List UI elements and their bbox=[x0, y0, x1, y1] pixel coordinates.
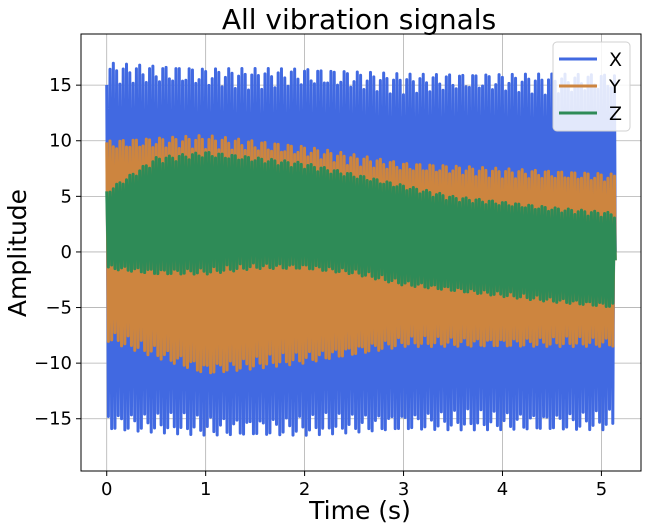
x-tick-label: 3 bbox=[398, 479, 409, 500]
y-axis: −15 −10 −5 0 5 10 15 bbox=[34, 75, 81, 430]
x-tick-label: 4 bbox=[497, 479, 508, 500]
series-line-z bbox=[105, 151, 617, 308]
legend-label-z: Z bbox=[609, 103, 622, 125]
y-tick-label: 0 bbox=[61, 242, 72, 263]
x-tick-label: 2 bbox=[299, 479, 310, 500]
plot-area bbox=[105, 61, 617, 437]
legend-label-y: Y bbox=[608, 76, 621, 98]
x-tick-label: 5 bbox=[596, 479, 607, 500]
y-axis-label: Amplitude bbox=[3, 189, 32, 317]
x-axis-label: Time (s) bbox=[308, 496, 411, 525]
y-tick-label: −10 bbox=[34, 353, 72, 374]
y-tick-label: −5 bbox=[45, 298, 72, 319]
plot-frame bbox=[80, 33, 642, 472]
legend: XYZ bbox=[552, 41, 631, 132]
legend-label-x: X bbox=[609, 49, 622, 71]
x-axis: 0 1 2 3 4 5 bbox=[101, 471, 607, 500]
chart-title: All vibration signals bbox=[222, 3, 496, 36]
x-tick-label: 0 bbox=[101, 479, 112, 500]
y-tick-label: 15 bbox=[49, 75, 72, 96]
x-tick-label: 1 bbox=[200, 479, 211, 500]
y-tick-label: 5 bbox=[61, 186, 72, 207]
y-tick-label: 10 bbox=[49, 131, 72, 152]
y-tick-label: −15 bbox=[34, 409, 72, 430]
